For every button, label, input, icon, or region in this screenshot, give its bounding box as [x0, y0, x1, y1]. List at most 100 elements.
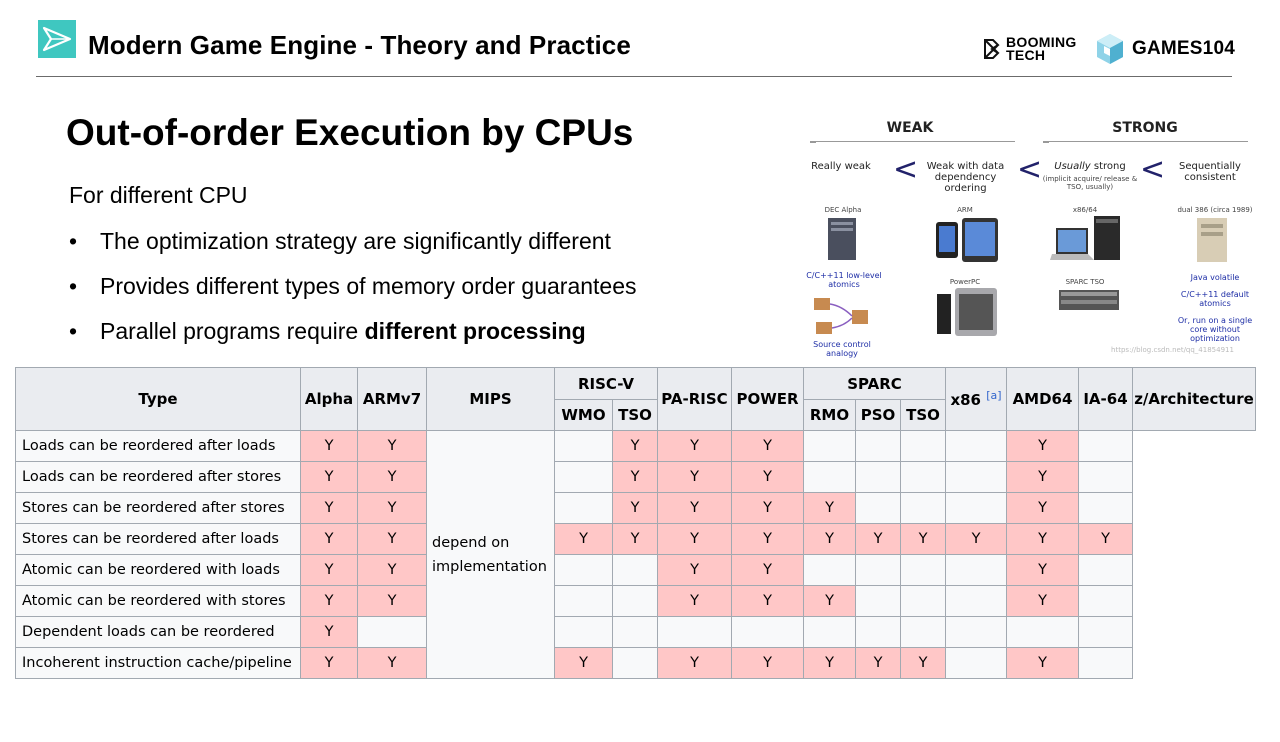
table-cell: Y [945, 523, 1007, 555]
slide-title: Out-of-order Execution by CPUs [66, 112, 634, 153]
header-type: Type [15, 367, 301, 431]
table-cell: Y [1006, 461, 1079, 493]
table-cell [803, 430, 856, 462]
arm-devices-icon [936, 218, 998, 262]
chevron-left-icon: < [893, 152, 919, 187]
table-cell [1078, 492, 1133, 524]
table-row: Stores can be reordered after loads Y Y Y Y Y… [15, 523, 1256, 555]
table-cell: Y [657, 430, 732, 462]
table-cell [554, 492, 613, 524]
table-cell [1006, 616, 1079, 648]
table-cell [357, 616, 427, 648]
table-cell: Y [300, 616, 358, 648]
cube-logo-icon [1097, 34, 1123, 64]
table-cell [657, 616, 732, 648]
table-cell: Y [300, 523, 358, 555]
table-cell: Y [803, 647, 856, 679]
table-cell: Y [731, 647, 804, 679]
table-cell [803, 616, 856, 648]
single-core-note: Or, run on a single core without optimiz… [1177, 316, 1253, 343]
row-type-label: Stores can be reordered after loads [15, 523, 301, 555]
table-cell [803, 554, 856, 586]
table-cell: Y [357, 523, 427, 555]
category-sequential: Sequentially consistent [1179, 161, 1241, 183]
header-ia64: IA-64 [1078, 367, 1133, 431]
header-zarch: z/Architecture [1132, 367, 1256, 431]
table-row: Dependent loads can be reordered Y [15, 616, 1256, 648]
booming-tech-logo: BOOMING TECH [982, 35, 1077, 63]
table-row: Loads can be reordered after stores Y Y Y Y Y… [15, 461, 1256, 493]
strong-label: STRONG [1112, 120, 1178, 136]
table-cell: Y [731, 554, 804, 586]
table-cell [900, 616, 946, 648]
powerpc-devices-icon [937, 288, 997, 336]
table-cell [554, 430, 613, 462]
table-cell: Y [657, 647, 732, 679]
dec-alpha-computer-icon [828, 218, 856, 260]
table-cell: Y [731, 523, 804, 555]
table-cell [900, 554, 946, 586]
table-cell: Y [1006, 430, 1079, 462]
weak-label: WEAK [886, 120, 934, 136]
table-cell: Y [300, 647, 358, 679]
header-sparc-rmo: RMO [803, 399, 856, 431]
table-cell: Y [357, 492, 427, 524]
table-cell [612, 585, 658, 617]
table-cell [855, 430, 901, 462]
table-cell: Y [1006, 492, 1079, 524]
x86-footnote-link[interactable]: [a] [986, 389, 1002, 402]
bullet-bold: different processing [364, 318, 586, 344]
chevron-left-icon: < [1140, 152, 1166, 187]
memory-ordering-table: Type Alpha ARMv7 MIPS RISC-V PA-RISC POW… [15, 367, 1256, 679]
table-cell [900, 461, 946, 493]
table-cell [612, 647, 658, 679]
table-cell: Y [300, 461, 358, 493]
table-cell [1078, 647, 1133, 679]
table-cell: Y [900, 523, 946, 555]
header-x86: x86 [a] [945, 367, 1007, 431]
x86-computer-icon [1050, 216, 1120, 260]
table-cell: Y [1006, 585, 1079, 617]
x86-label: x86/64 [1072, 206, 1098, 214]
table-cell [945, 430, 1007, 462]
table-cell: Y [357, 461, 427, 493]
mips-implementation-cell: depend on implementation [426, 430, 555, 679]
cpp-default-atomics-note: C/C++11 default atomics [1180, 290, 1250, 308]
table-cell [554, 616, 613, 648]
table-cell: Y [657, 461, 732, 493]
table-cell [945, 492, 1007, 524]
dual386-label: dual 386 (circa 1989) [1177, 206, 1253, 214]
table-cell [1078, 430, 1133, 462]
table-cell: Y [300, 430, 358, 462]
table-cell: Y [612, 523, 658, 555]
header-power: POWER [731, 367, 804, 431]
table-row: Atomic can be reordered with loads Y Y Y Y Y [15, 554, 1256, 586]
tech-text: TECH [1006, 47, 1046, 63]
header-amd64: AMD64 [1006, 367, 1079, 431]
chevron-left-icon: < [1017, 152, 1043, 187]
table-cell: Y [731, 461, 804, 493]
table-cell [1078, 461, 1133, 493]
table-cell [1078, 585, 1133, 617]
table-cell: Y [731, 585, 804, 617]
header-riscv-wmo: WMO [554, 399, 613, 431]
table-cell [900, 492, 946, 524]
cpp-low-level-note: C/C++11 low-level atomics [806, 271, 882, 289]
bullet-item: • The optimization strategy are significa… [69, 224, 637, 269]
table-cell [554, 554, 613, 586]
table-cell [803, 461, 856, 493]
row-type-label: Incoherent instruction cache/pipeline [15, 647, 301, 679]
table-cell: Y [357, 647, 427, 679]
table-cell [855, 585, 901, 617]
table-cell: Y [731, 492, 804, 524]
slide-subtitle: For different CPU [69, 182, 248, 208]
games104-logo: GAMES104 [1094, 32, 1235, 66]
memory-ordering-table-wrap: Type Alpha ARMv7 MIPS RISC-V PA-RISC POW… [15, 367, 1256, 679]
category-usually-strong: Usually strong [1054, 161, 1126, 172]
bullet-marker: • [69, 273, 78, 299]
category-really-weak: Really weak [811, 161, 871, 172]
bullet-marker: • [69, 318, 78, 344]
table-cell [1078, 554, 1133, 586]
